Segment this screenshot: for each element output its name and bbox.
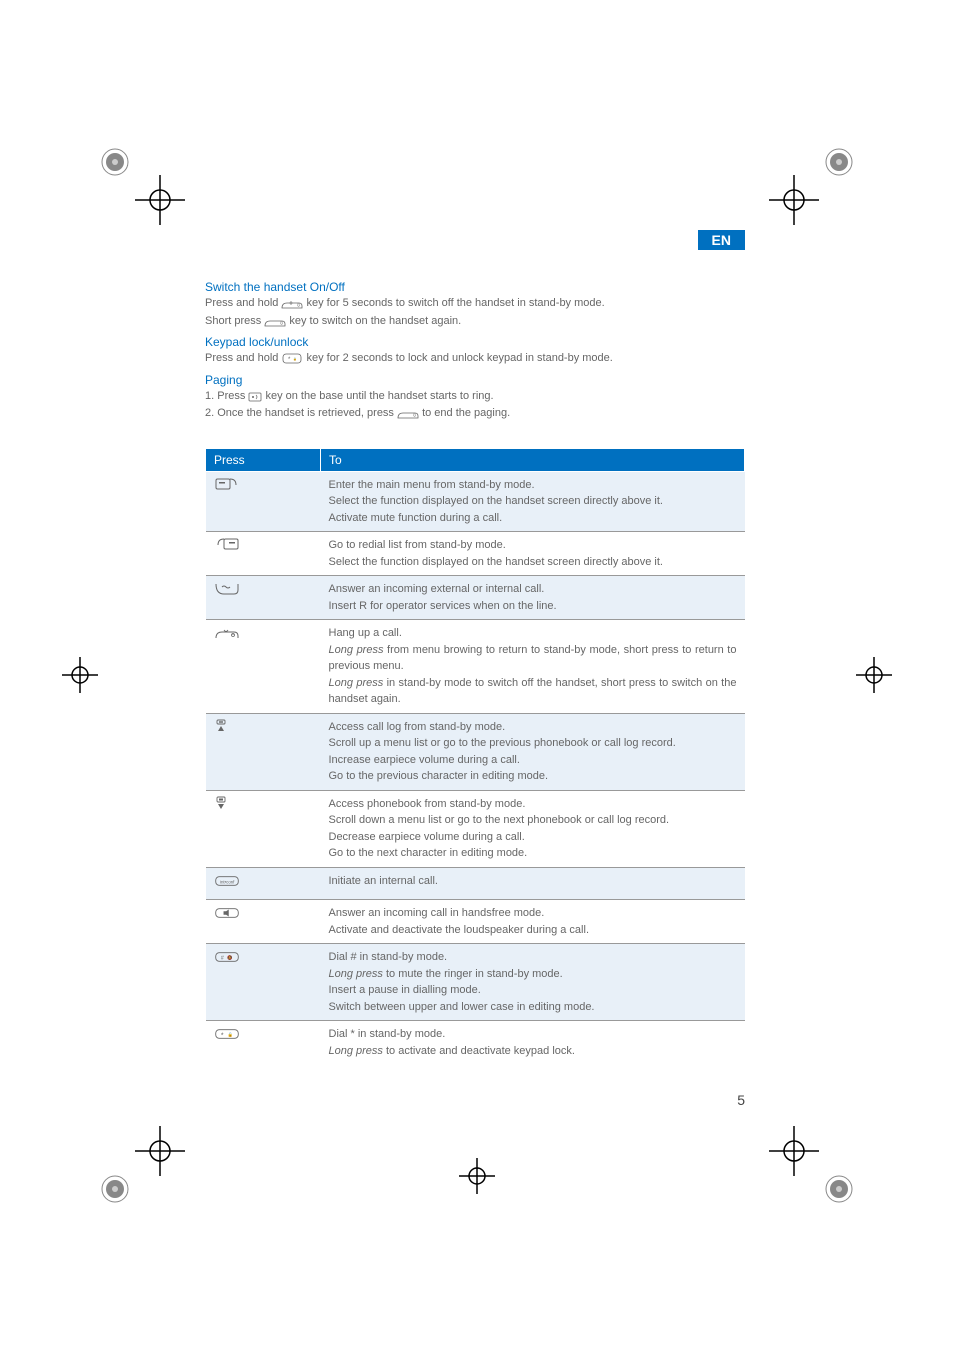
hangup-key-icon bbox=[214, 625, 240, 641]
table-row: Answer an incoming call in handsfree mod… bbox=[206, 900, 745, 944]
language-badge: EN bbox=[698, 230, 745, 250]
center-mark-icon bbox=[854, 655, 894, 695]
crop-mark-icon bbox=[130, 170, 190, 230]
star-key-icon: *🔒 bbox=[214, 1026, 240, 1042]
key-description-cell: Dial # in stand-by mode.Long press to mu… bbox=[321, 944, 745, 1021]
key-description-cell: Access phonebook from stand-by mode.Scro… bbox=[321, 790, 745, 867]
center-mark-icon bbox=[60, 655, 100, 695]
svg-text:🔒: 🔒 bbox=[293, 357, 297, 361]
right-soft-key-icon bbox=[214, 537, 240, 553]
hangup-key-icon: ⏻ bbox=[264, 315, 286, 327]
hangup-key-icon: ⏻ bbox=[397, 407, 419, 419]
key-description-cell: Enter the main menu from stand-by mode.S… bbox=[321, 471, 745, 532]
table-row: Answer an incoming external or internal … bbox=[206, 576, 745, 620]
switch-line-1: Press and hold ⏻ key for 5 seconds to sw… bbox=[205, 295, 745, 312]
table-row: *🔒Dial * in stand-by mode.Long press to … bbox=[206, 1021, 745, 1065]
key-reference-table: Press To Enter the main menu from stand-… bbox=[205, 448, 745, 1065]
hash-key-icon: #🔕 bbox=[214, 949, 240, 965]
page-number: 5 bbox=[737, 1092, 745, 1108]
speaker-key-icon bbox=[214, 905, 240, 921]
registration-mark-icon bbox=[824, 1174, 854, 1204]
svg-text:🔕: 🔕 bbox=[227, 955, 233, 960]
up-key-icon bbox=[214, 719, 228, 733]
key-icon-cell bbox=[206, 713, 321, 790]
key-description-cell: Go to redial list from stand-by mode.Sel… bbox=[321, 532, 745, 576]
key-icon-cell bbox=[206, 900, 321, 944]
table-row: #🔕Dial # in stand-by mode.Long press to … bbox=[206, 944, 745, 1021]
crop-mark-icon bbox=[130, 1121, 190, 1181]
key-icon-cell bbox=[206, 471, 321, 532]
hangup-key-icon: ⏻ bbox=[281, 297, 303, 309]
paging-line-1: 1. Press key on the base until the hands… bbox=[205, 388, 745, 405]
left-soft-key-icon bbox=[214, 477, 240, 493]
registration-mark-icon bbox=[100, 147, 130, 177]
text: to end the paging. bbox=[422, 407, 510, 419]
keypad-line-1: Press and hold *🔒 key for 2 seconds to l… bbox=[205, 350, 745, 367]
text: key on the base until the handset starts… bbox=[265, 390, 493, 402]
down-key-icon bbox=[214, 796, 228, 810]
text: key for 2 seconds to lock and unlock key… bbox=[307, 352, 613, 364]
key-description-cell: Hang up a call.Long press from menu brow… bbox=[321, 620, 745, 714]
paging-line-2: 2. Once the handset is retrieved, press … bbox=[205, 405, 745, 422]
key-description-cell: Answer an incoming external or internal … bbox=[321, 576, 745, 620]
text: 2. Once the handset is retrieved, press bbox=[205, 407, 397, 419]
text: key to switch on the handset again. bbox=[289, 315, 461, 327]
crop-mark-icon bbox=[764, 170, 824, 230]
key-description-cell: Dial * in stand-by mode.Long press to ac… bbox=[321, 1021, 745, 1065]
table-row: Enter the main menu from stand-by mode.S… bbox=[206, 471, 745, 532]
key-icon-cell bbox=[206, 532, 321, 576]
section-title-paging: Paging bbox=[205, 373, 745, 387]
section-title-switch: Switch the handset On/Off bbox=[205, 280, 745, 294]
key-icon-cell: #🔕 bbox=[206, 944, 321, 1021]
int-key-icon: int•conf bbox=[214, 873, 240, 889]
key-description-cell: Initiate an internal call. bbox=[321, 867, 745, 900]
text: Press and hold bbox=[205, 297, 281, 309]
text: Short press bbox=[205, 315, 264, 327]
svg-text:int•conf: int•conf bbox=[220, 879, 235, 884]
svg-text:*: * bbox=[220, 1032, 223, 1039]
key-icon-cell: *🔒 bbox=[206, 1021, 321, 1065]
text: 1. Press bbox=[205, 390, 248, 402]
svg-text:*: * bbox=[288, 357, 291, 363]
table-header-to: To bbox=[321, 448, 745, 471]
key-icon-cell bbox=[206, 790, 321, 867]
switch-line-2: Short press ⏻ key to switch on the hands… bbox=[205, 313, 745, 330]
crop-mark-icon bbox=[764, 1121, 824, 1181]
section-title-keypad: Keypad lock/unlock bbox=[205, 335, 745, 349]
table-row: Hang up a call.Long press from menu brow… bbox=[206, 620, 745, 714]
table-header-press: Press bbox=[206, 448, 321, 471]
text: Press and hold bbox=[205, 352, 281, 364]
key-description-cell: Answer an incoming call in handsfree mod… bbox=[321, 900, 745, 944]
key-description-cell: Access call log from stand-by mode.Scrol… bbox=[321, 713, 745, 790]
table-row: int•conf Initiate an internal call. bbox=[206, 867, 745, 900]
center-mark-icon bbox=[457, 1156, 497, 1196]
registration-mark-icon bbox=[824, 147, 854, 177]
svg-text:#: # bbox=[220, 956, 223, 962]
key-icon-cell bbox=[206, 620, 321, 714]
text: key for 5 seconds to switch off the hand… bbox=[307, 297, 605, 309]
paging-key-icon bbox=[248, 391, 262, 401]
svg-text:🔒: 🔒 bbox=[227, 1032, 232, 1037]
table-row: Access phonebook from stand-by mode.Scro… bbox=[206, 790, 745, 867]
page-content: EN Switch the handset On/Off Press and h… bbox=[205, 230, 745, 1064]
key-icon-cell bbox=[206, 576, 321, 620]
key-icon-cell: int•conf bbox=[206, 867, 321, 900]
star-key-icon: *🔒 bbox=[281, 352, 303, 364]
table-row: Go to redial list from stand-by mode.Sel… bbox=[206, 532, 745, 576]
talk-key-icon bbox=[214, 581, 240, 597]
registration-mark-icon bbox=[100, 1174, 130, 1204]
table-row: Access call log from stand-by mode.Scrol… bbox=[206, 713, 745, 790]
